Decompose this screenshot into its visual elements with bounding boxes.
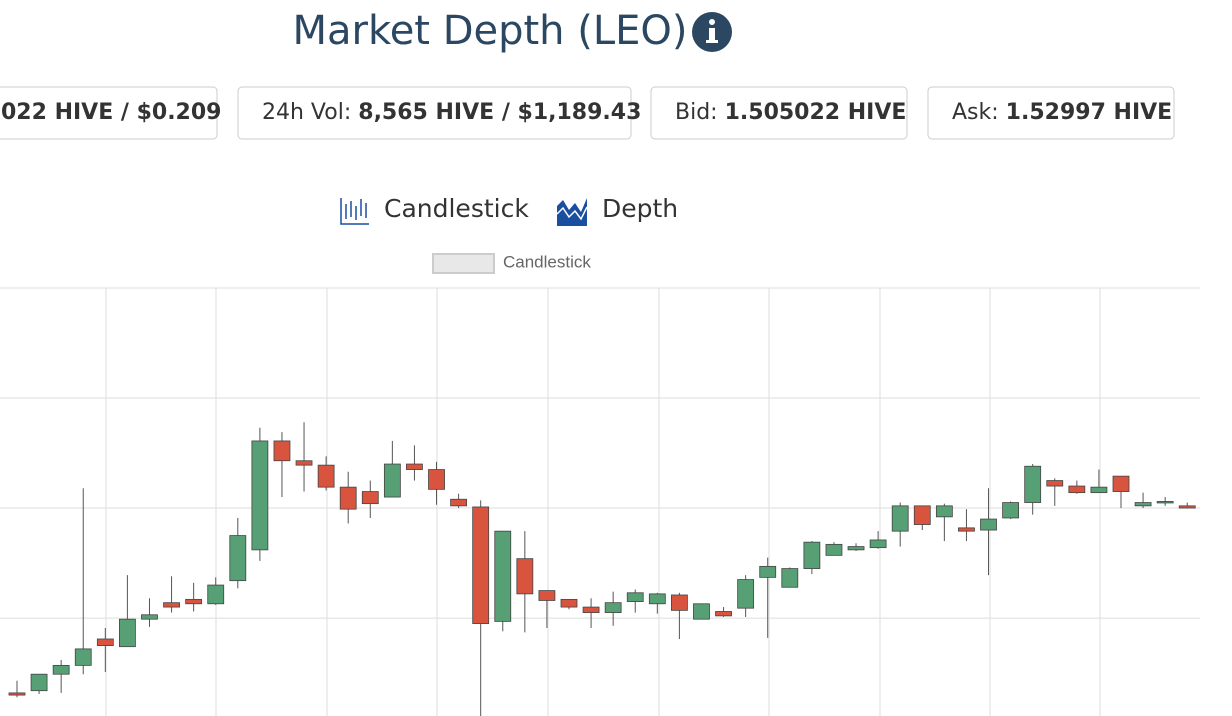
candle-body (980, 518, 997, 531)
candle-body (1090, 486, 1108, 494)
candle-body (428, 469, 445, 490)
page-title: Market Depth (LEO) (292, 8, 687, 54)
svg-text:Ask: 1.52997 HIVE: Ask: 1.52997 HIVE (952, 100, 1172, 125)
stat-box: Bid: 1.505022 HIVE (650, 86, 908, 140)
depth-tab[interactable]: Depth (556, 194, 678, 226)
svg-text:24h Vol: 8,565 HIVE / $1,189.4: 24h Vol: 8,565 HIVE / $1,189.43 (262, 100, 641, 125)
candle-body (295, 460, 313, 466)
stat-box: Ask: 1.52997 HIVE (927, 86, 1175, 140)
candle-body (582, 606, 600, 613)
candle-body (494, 530, 512, 622)
stat-box: 24h Vol: 8,565 HIVE / $1,189.43 (237, 86, 641, 140)
candle-body (538, 590, 556, 601)
candle-body (1178, 505, 1196, 509)
candle-body (847, 546, 865, 551)
candle-body (317, 464, 335, 488)
candle-body (229, 535, 247, 582)
candle-body (406, 463, 423, 470)
stat-label: Ask: (952, 100, 999, 125)
candle-body (52, 664, 70, 675)
stat-value: 1.52997 HIVE (1006, 100, 1173, 125)
stat-value: 022 HIVE / $0.209 (1, 100, 221, 125)
candle-body (185, 598, 203, 605)
candle-body (803, 541, 821, 569)
candle-body (869, 539, 887, 549)
candle-body (472, 506, 490, 624)
candle-body (251, 440, 269, 551)
candle-body (626, 592, 644, 602)
candle-body (648, 593, 666, 605)
candle-body (30, 673, 48, 692)
candle-body (1002, 502, 1019, 519)
candle-body (96, 638, 114, 646)
candle-body (516, 558, 534, 595)
candle-body (759, 565, 777, 578)
candle-body (913, 505, 931, 525)
candle-body (560, 598, 578, 608)
candle-body (163, 602, 180, 608)
candle-body (715, 611, 732, 617)
tab-label[interactable]: Depth (602, 194, 678, 223)
legend-label[interactable]: Candlestick (503, 252, 591, 271)
candle-body (825, 543, 843, 556)
candle-body (450, 498, 468, 507)
candle-body (383, 463, 401, 498)
candle-body (958, 527, 975, 532)
candle-body (1024, 465, 1042, 503)
candle-body (935, 505, 953, 518)
candle-body (1112, 475, 1130, 492)
stat-value: 1.505022 HIVE (725, 100, 907, 125)
candle-body (781, 568, 799, 588)
legend-item[interactable]: Candlestick (432, 252, 591, 274)
stat-label: Bid: (675, 100, 718, 125)
candle-body (339, 486, 357, 510)
candle-body (604, 602, 622, 613)
stat-box: 022 HIVE / $0.209 (0, 86, 221, 140)
svg-text:Bid: 1.505022 HIVE: Bid: 1.505022 HIVE (675, 100, 906, 125)
info-icon[interactable] (692, 12, 732, 52)
candle-body (671, 594, 688, 611)
candle-body (74, 648, 92, 666)
svg-text:022 HIVE / $0.209: 022 HIVE / $0.209 (1, 100, 221, 125)
candle-body (207, 584, 225, 605)
candle-body (119, 618, 136, 648)
stat-value: 8,565 HIVE / $1,189.43 (358, 100, 641, 125)
candle-body (361, 491, 379, 505)
stat-label: 24h Vol: (262, 100, 351, 125)
tab-label[interactable]: Candlestick (384, 194, 529, 223)
candle-body (693, 603, 710, 620)
candle-body (1156, 501, 1174, 504)
candle-body (1068, 485, 1086, 494)
candle-body (141, 614, 158, 620)
candle-body (1046, 480, 1064, 487)
candle-body (1134, 502, 1152, 507)
plot (0, 287, 1200, 716)
candle-body (891, 505, 909, 532)
candle-body (273, 440, 291, 462)
candle-body (737, 579, 755, 609)
candlestick-tab[interactable]: Candlestick (340, 194, 529, 225)
candle-body (8, 692, 26, 696)
